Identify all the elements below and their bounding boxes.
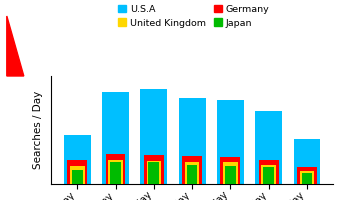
Bar (217, 100, 244, 184)
Bar (110, 162, 121, 184)
Bar (187, 165, 198, 184)
Legend: U.S.A, United Kingdom, Germany, Japan: U.S.A, United Kingdom, Germany, Japan (118, 5, 270, 28)
Bar (108, 160, 123, 184)
Bar (147, 161, 161, 184)
Bar (223, 162, 238, 184)
Bar (225, 166, 236, 184)
Bar (149, 162, 159, 184)
Bar (102, 92, 129, 184)
Bar (105, 154, 125, 184)
Bar (179, 98, 205, 184)
Bar (185, 162, 199, 184)
Bar (259, 160, 279, 184)
Bar (144, 155, 164, 184)
Bar (220, 157, 240, 184)
Bar (70, 166, 85, 184)
Bar (302, 173, 312, 184)
Y-axis label: Searches / Day: Searches / Day (33, 91, 44, 169)
Bar (261, 165, 276, 184)
Bar (263, 167, 274, 184)
Bar (182, 156, 202, 184)
Bar (300, 171, 314, 184)
Bar (293, 139, 320, 184)
Bar (255, 111, 282, 184)
Bar (64, 135, 91, 184)
Bar (67, 160, 87, 184)
Bar (140, 89, 167, 184)
Bar (297, 167, 317, 184)
Bar (72, 170, 83, 184)
